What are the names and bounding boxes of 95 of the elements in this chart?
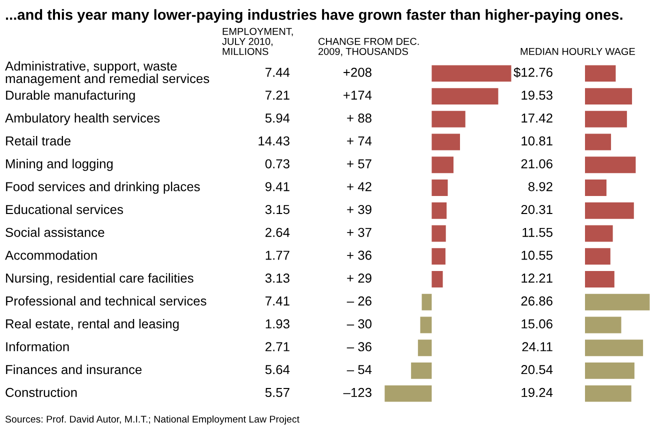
x-axis-title: MEDIAN HOURLY WAGE [520,48,635,56]
data-label: 21.06 [521,159,552,168]
data-label: 26.86 [521,296,552,306]
bar [432,248,446,265]
data-label: 10.55 [522,250,552,260]
text: ...and this year many lower-paying industries have grown faster than higher-paying ones. [6,9,622,23]
bar [585,110,627,128]
category-label: Professional and technical services [6,296,206,306]
category-label: Information [6,342,69,352]
bar [585,156,636,174]
data-label: – 30 [346,319,372,328]
text: EMPLOYMENT, JULY 2010, MILLIONS [222,28,293,56]
data-label: + 74 [347,136,372,146]
bar [585,271,614,288]
bar [585,225,613,242]
bar [432,65,512,82]
bar [432,88,498,105]
category-label: Retail trade [6,136,70,146]
bar [432,271,443,288]
text: 7.21 [266,90,290,100]
category-label: Accommodation [5,250,97,260]
bar [585,294,650,310]
data-label: 10.81 [522,136,552,146]
data-label: 11.55 [522,228,552,237]
bar [432,202,447,219]
category-label: Ambulatory health services [5,113,160,126]
bar [418,340,432,356]
text: 2.64 [266,228,290,237]
source-note: Sources: Prof. David Autor, M.I.T.; National Employment Law Project [5,415,300,425]
category-label: Nursing, residential care facilities [6,273,194,286]
bar [420,316,432,334]
text: 7.44 [266,68,290,77]
data-label: 8.92 [528,182,552,192]
data-label: 19.53 [522,90,552,100]
bar [585,316,622,334]
data-label: + 36 [347,250,372,260]
text: 5.64 [265,365,290,374]
bar [384,385,432,402]
bar [585,134,612,150]
text: 3.15 [265,204,290,214]
category-label: Food services and drinking places [6,182,200,194]
text: 9.41 [265,182,290,192]
bar [585,65,616,82]
bar [432,134,460,150]
data-label: 20.31 [521,204,552,214]
data-label: 12.21 [522,274,552,283]
bar [585,362,634,379]
data-label: +174 [344,90,372,100]
data-label: 17.42 [522,113,552,123]
category-label: Educational services [6,204,123,214]
text: 5.94 [265,113,290,123]
bar [432,180,448,196]
text: 5.57 [265,388,290,398]
bar [411,362,432,379]
category-label: Real estate, rental and leasing [6,318,179,331]
bar [585,248,610,265]
text: 0.73 [265,159,290,168]
data-label: 15.06 [522,319,552,328]
data-label: + 88 [347,113,372,123]
category-label: Mining and logging [6,158,113,171]
text: 7.41 [266,296,290,306]
category-label: Construction [6,388,77,398]
bar [585,385,632,402]
data-label: 19.24 [522,388,553,398]
text: 3.13 [265,274,290,283]
data-label: – 26 [346,296,372,306]
data-label: + 37 [347,228,372,237]
data-label: + 42 [347,182,372,192]
bar [585,180,606,196]
bar [585,202,634,219]
category-label: Finances and insurance [6,364,142,374]
category-label: Durable manufacturing [6,90,135,102]
x-axis-title: CHANGE FROM DEC. 2009, THOUSANDS [318,38,419,56]
text: 1.77 [266,250,290,260]
bar [422,294,432,310]
data-label: 20.54 [521,365,553,374]
data-label: + 57 [347,159,372,168]
data-label: –123 [343,388,372,398]
text: 1.93 [266,319,290,328]
bar [585,88,632,105]
bar [432,225,446,242]
data-label: – 54 [346,365,372,374]
bar [432,110,466,128]
bar [432,156,454,174]
data-label: $12.76 [514,67,552,78]
data-label: – 36 [346,342,372,352]
bar [585,340,644,356]
data-label: 24.11 [522,342,552,352]
category-label: Social assistance [6,227,104,237]
text: 2.71 [266,342,290,352]
data-label: + 39 [347,204,372,214]
category-label: Administrative, support, waste management and remedial services [5,61,210,86]
data-label: + 29 [347,274,372,283]
data-label: +208 [344,68,372,77]
text: 14.43 [258,136,290,146]
